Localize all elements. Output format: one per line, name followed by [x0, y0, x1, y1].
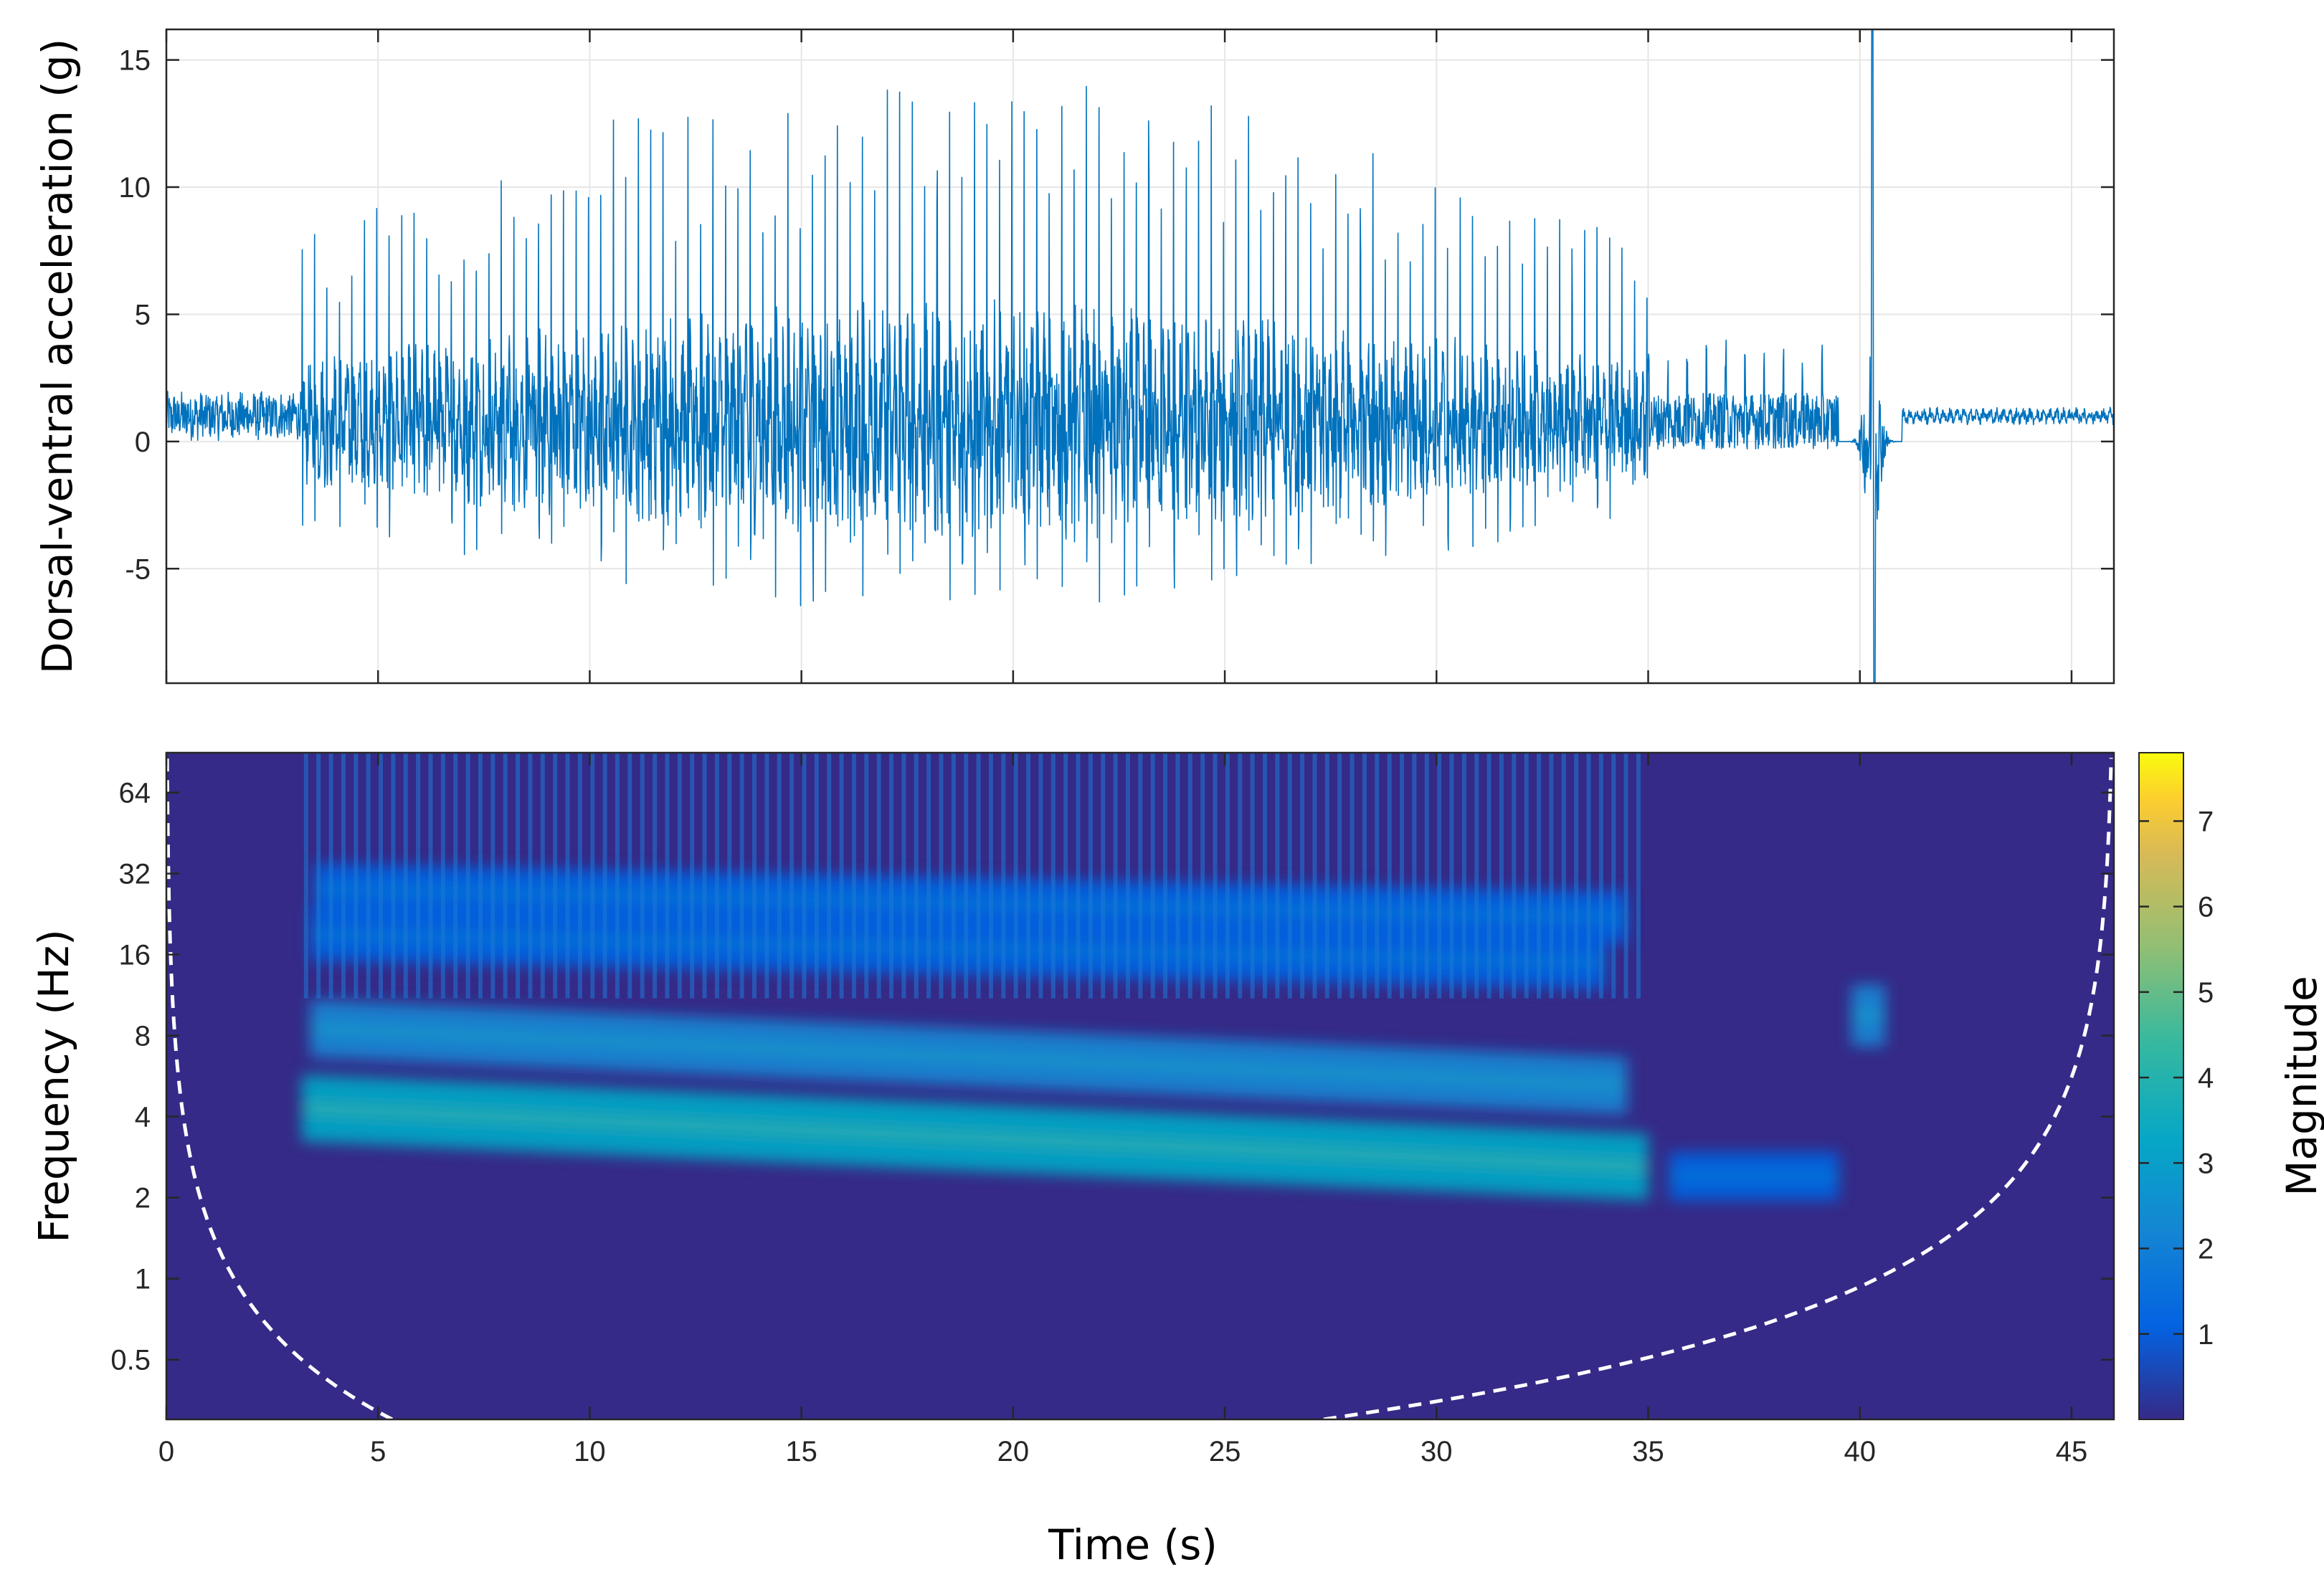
colorbar: 1 2 3 4 5 6 7 Magnitude	[2138, 752, 2324, 1420]
colorbar-fill	[2138, 752, 2184, 1420]
time-xlabel: Time (s)	[1048, 1520, 1218, 1569]
scalogram-y-tick-labels: 0.5 1 2 4 8 16 32 64	[110, 778, 151, 1376]
acceleration-y-tick-label: 10	[119, 172, 151, 204]
scalogram-x-tick-labels: 0 5 10 15 20 25 30 35 40 45	[158, 1436, 2087, 1467]
scalogram-x-tick-label: 30	[1421, 1436, 1453, 1467]
colorbar-label: Magnitude	[2277, 976, 2324, 1196]
scalogram-x-tick-label: 5	[370, 1436, 386, 1467]
scalogram-y-tick-label: 2	[135, 1183, 151, 1214]
colorbar-tick-label: 6	[2198, 892, 2214, 923]
cone-of-influence-left	[166, 758, 394, 1419]
acceleration-ticks	[165, 29, 2114, 683]
acceleration-y-tick-labels: -5 0 5 10 15	[119, 45, 151, 586]
acceleration-y-tick-label: 15	[119, 45, 151, 77]
scalogram-y-tick-label: 0.5	[110, 1345, 151, 1376]
acceleration-ylabel: Dorsal-ventral acceleration (g)	[33, 39, 82, 674]
scalogram-y-tick-label: 1	[135, 1264, 151, 1295]
acceleration-plot-area	[166, 29, 2114, 683]
scalogram-y-tick-label: 32	[119, 859, 151, 890]
scalogram-y-tick-label: 16	[119, 940, 151, 971]
colorbar-ticks: 1 2 3 4 5 6 7	[2139, 806, 2214, 1351]
acceleration-y-tick-label: 0	[135, 427, 151, 458]
colorbar-tick-label: 2	[2198, 1234, 2214, 1265]
acceleration-trace	[166, 29, 2114, 683]
scalogram-panel: 0.5 1 2 4 8 16 32 64 0 5 10 15 20 25 30 35 40 45 Frequen…	[29, 751, 2115, 1569]
scalogram-band-core-1	[310, 1024, 1628, 1090]
scalogram-ticks	[165, 753, 2114, 1419]
colorbar-tick-label: 4	[2198, 1062, 2214, 1094]
scalogram-x-tick-label: 0	[158, 1436, 174, 1467]
scalogram-x-tick-label: 45	[2056, 1436, 2088, 1467]
scalogram-pulses	[303, 753, 1641, 999]
scalogram-axes-box	[165, 751, 2115, 1421]
scalogram-x-tick-label: 25	[1209, 1436, 1241, 1467]
scalogram-x-tick-label: 40	[1844, 1436, 1876, 1467]
scalogram-x-tick-label: 20	[997, 1436, 1030, 1467]
scalogram-x-tick-label: 10	[574, 1436, 606, 1467]
scalogram-y-tick-label: 64	[119, 778, 151, 809]
scalogram-ylabel: Frequency (Hz)	[29, 929, 78, 1242]
scalogram-band-core-3	[314, 885, 1628, 921]
colorbar-tick-label: 7	[2198, 806, 2214, 837]
colorbar-tick-label: 1	[2198, 1319, 2214, 1351]
cone-of-influence-right	[1323, 758, 2113, 1419]
acceleration-grid	[166, 29, 2114, 683]
scalogram-band-core-0	[301, 1104, 1649, 1171]
acceleration-y-tick-label: -5	[125, 553, 151, 585]
acceleration-y-tick-label: 5	[135, 299, 151, 330]
scalogram-y-tick-label: 8	[135, 1021, 151, 1052]
colorbar-tick-label: 5	[2198, 977, 2214, 1009]
acceleration-panel: -5 0 5 10 15 Dorsal-ventral acceleration (g)	[33, 28, 2115, 685]
acceleration-axes-box	[165, 28, 2115, 685]
scalogram-x-tick-label: 15	[785, 1436, 817, 1467]
scalogram-x-tick-label: 35	[1632, 1436, 1664, 1467]
colorbar-tick-label: 3	[2198, 1148, 2214, 1179]
scalogram-y-tick-label: 4	[135, 1102, 151, 1133]
